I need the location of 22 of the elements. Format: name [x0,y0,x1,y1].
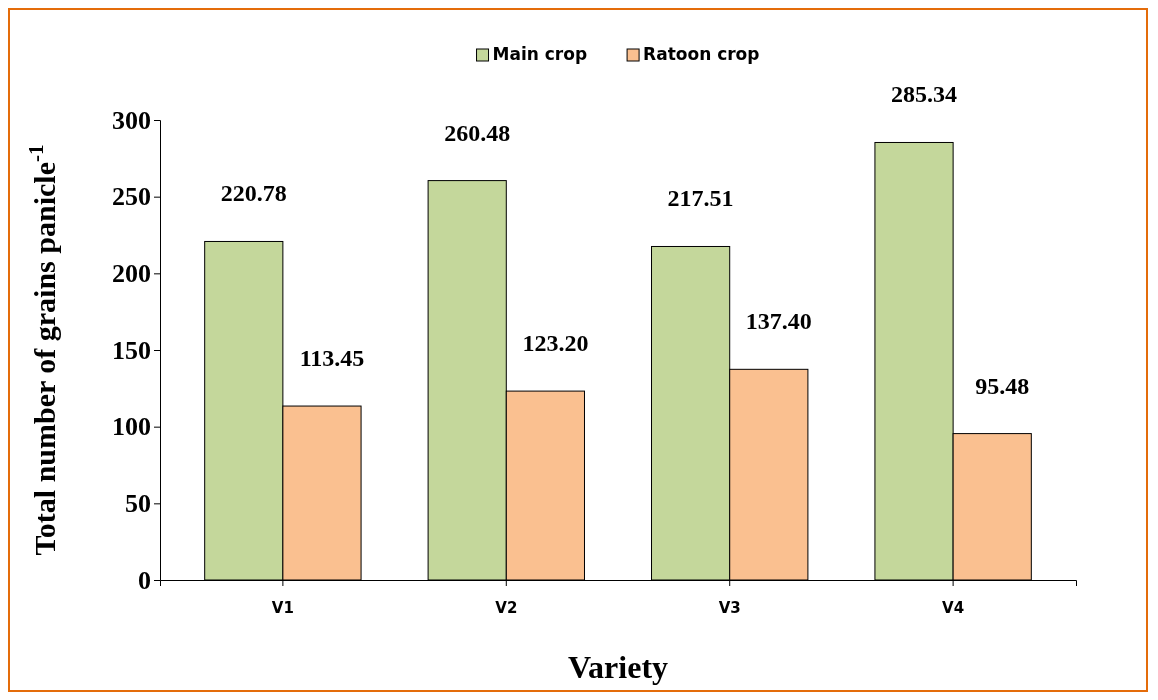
data-label: 123.20 [522,330,589,357]
y-tick-label: 250 [112,182,151,212]
data-label: 220.78 [220,180,287,207]
data-label: 95.48 [975,372,1030,399]
data-label: 113.45 [299,345,365,372]
legend-label: Main crop [492,44,588,64]
x-tick-label: V3 [718,599,741,617]
y-tick-label: 300 [112,105,151,135]
y-tick-label: 100 [112,412,151,442]
x-axis-title: Variety [567,649,669,685]
legend-label: Ratoon crop [643,44,760,64]
x-tick-label: V1 [271,599,294,617]
x-tick-label: V2 [495,599,518,617]
y-tick-label: 0 [138,565,151,595]
y-tick-label: 50 [125,489,151,519]
data-label: 217.51 [667,185,734,212]
x-tick-label: V4 [942,599,965,617]
y-tick-label: 150 [112,335,151,365]
data-label: 260.48 [444,119,511,146]
y-tick-label: 200 [112,259,151,289]
data-label: 137.40 [745,308,812,335]
data-label: 285.34 [891,81,958,108]
